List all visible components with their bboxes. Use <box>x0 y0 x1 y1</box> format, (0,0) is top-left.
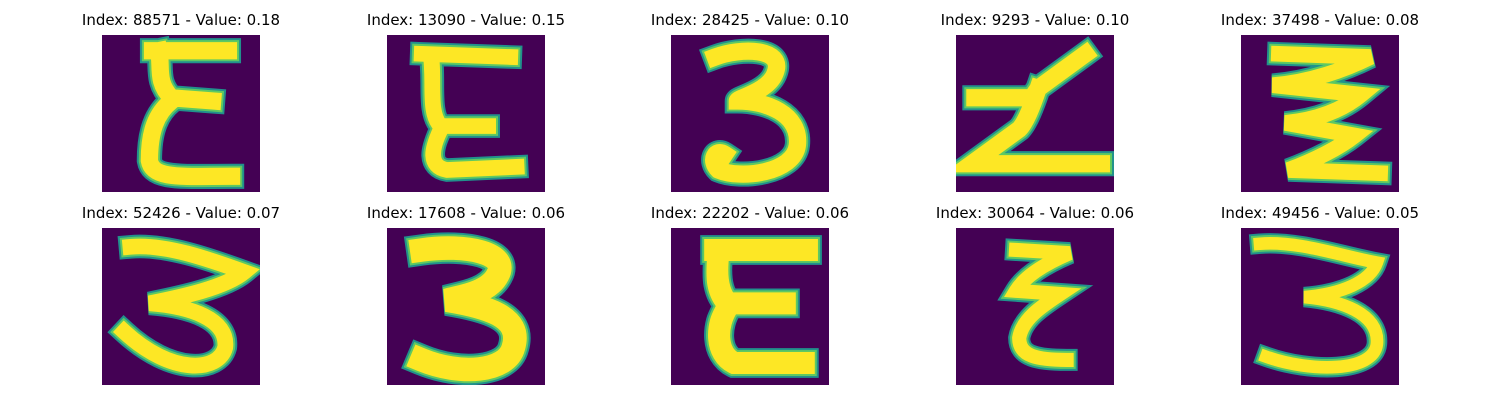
image-title: Index: 30064 - Value: 0.06 <box>935 204 1135 222</box>
image-title: Index: 22202 - Value: 0.06 <box>650 204 850 222</box>
digit-image <box>102 228 260 385</box>
image-title: Index: 9293 - Value: 0.10 <box>940 11 1130 29</box>
image-title: Index: 13090 - Value: 0.15 <box>366 11 566 29</box>
stroke-core <box>1253 237 1386 374</box>
stroke-core <box>1270 45 1389 182</box>
image-cell: Index: 13090 - Value: 0.15 <box>356 11 576 192</box>
stroke-core <box>704 42 807 183</box>
image-title: Index: 17608 - Value: 0.06 <box>366 204 566 222</box>
stroke-core <box>1003 242 1082 367</box>
image-cell: Index: 17608 - Value: 0.06 <box>356 204 576 385</box>
image-cell: Index: 9293 - Value: 0.10 <box>925 11 1145 192</box>
digit-image <box>671 228 829 385</box>
image-cell: Index: 88571 - Value: 0.18 <box>71 11 291 192</box>
image-title: Index: 49456 - Value: 0.05 <box>1220 204 1420 222</box>
image-cell: Index: 37498 - Value: 0.08 <box>1210 11 1430 192</box>
digit-image <box>956 35 1114 192</box>
image-cell: Index: 28425 - Value: 0.10 <box>640 11 860 192</box>
digit-image <box>102 35 260 192</box>
stroke-core <box>704 238 818 375</box>
stroke-core <box>956 41 1111 173</box>
digit-image <box>387 228 545 385</box>
digit-image <box>956 228 1114 385</box>
image-title: Index: 88571 - Value: 0.18 <box>81 11 281 29</box>
image-cell: Index: 30064 - Value: 0.06 <box>925 204 1145 385</box>
image-title: Index: 52426 - Value: 0.07 <box>81 204 281 222</box>
image-title: Index: 37498 - Value: 0.08 <box>1220 11 1420 29</box>
stroke-core <box>413 45 525 178</box>
digit-image <box>387 35 545 192</box>
image-title: Index: 28425 - Value: 0.10 <box>650 11 850 29</box>
digit-image <box>671 35 829 192</box>
stroke-core <box>406 236 527 382</box>
image-cell: Index: 52426 - Value: 0.07 <box>71 204 291 385</box>
image-cell: Index: 49456 - Value: 0.05 <box>1210 204 1430 385</box>
image-cell: Index: 22202 - Value: 0.06 <box>640 204 860 385</box>
stroke-core <box>112 238 260 374</box>
digit-image <box>1241 228 1399 385</box>
digit-image <box>1241 35 1399 192</box>
stroke-core <box>140 40 241 186</box>
